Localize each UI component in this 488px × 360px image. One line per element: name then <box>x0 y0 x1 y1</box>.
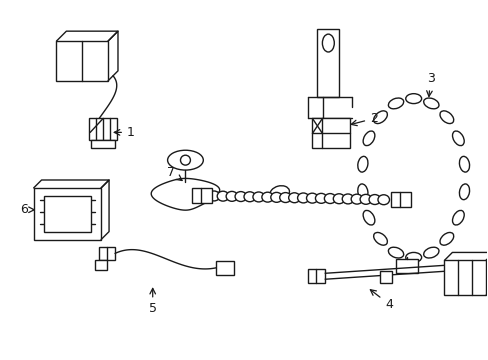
Text: 6: 6 <box>20 203 34 216</box>
Ellipse shape <box>342 194 353 204</box>
Ellipse shape <box>208 191 220 201</box>
Bar <box>390 192 410 207</box>
Bar <box>91 140 115 148</box>
Text: 2: 2 <box>350 112 377 126</box>
Ellipse shape <box>368 194 380 204</box>
Ellipse shape <box>439 233 453 245</box>
Ellipse shape <box>350 194 362 204</box>
Bar <box>192 188 212 203</box>
Ellipse shape <box>252 192 264 202</box>
Ellipse shape <box>269 186 289 200</box>
Ellipse shape <box>451 210 463 225</box>
Ellipse shape <box>235 192 246 202</box>
Ellipse shape <box>167 150 203 170</box>
Ellipse shape <box>357 184 367 200</box>
Bar <box>34 188 101 239</box>
Ellipse shape <box>270 192 282 202</box>
Text: 3: 3 <box>426 72 434 96</box>
Ellipse shape <box>451 131 463 146</box>
Ellipse shape <box>423 247 438 258</box>
Ellipse shape <box>373 233 386 245</box>
Ellipse shape <box>279 193 291 203</box>
Ellipse shape <box>333 194 344 204</box>
Text: 4: 4 <box>369 290 392 311</box>
Bar <box>307 269 325 283</box>
Ellipse shape <box>217 191 228 201</box>
Circle shape <box>180 155 190 165</box>
Bar <box>216 261 234 275</box>
Ellipse shape <box>322 34 334 52</box>
Ellipse shape <box>225 192 237 201</box>
Ellipse shape <box>315 193 326 203</box>
Ellipse shape <box>373 111 386 123</box>
Bar <box>89 118 117 140</box>
Bar <box>312 118 349 148</box>
Ellipse shape <box>459 184 468 200</box>
Ellipse shape <box>377 195 389 205</box>
Ellipse shape <box>405 252 421 262</box>
Bar <box>95 260 107 270</box>
Ellipse shape <box>363 131 374 146</box>
Ellipse shape <box>324 194 335 203</box>
Ellipse shape <box>387 247 403 258</box>
Bar <box>317 29 339 96</box>
Ellipse shape <box>439 111 453 123</box>
Ellipse shape <box>387 98 403 109</box>
Ellipse shape <box>459 156 468 172</box>
Text: 1: 1 <box>114 126 135 139</box>
Ellipse shape <box>244 192 255 202</box>
Bar <box>56 41 108 81</box>
Bar <box>395 260 417 273</box>
Ellipse shape <box>357 156 367 172</box>
Bar <box>43 196 91 231</box>
Ellipse shape <box>297 193 308 203</box>
Ellipse shape <box>423 98 438 109</box>
Ellipse shape <box>405 94 421 104</box>
Ellipse shape <box>288 193 300 203</box>
Text: 7: 7 <box>166 166 182 180</box>
Text: 5: 5 <box>148 288 156 315</box>
Ellipse shape <box>363 210 374 225</box>
Bar <box>99 247 115 260</box>
Ellipse shape <box>262 192 273 202</box>
Bar <box>444 260 485 295</box>
Bar <box>379 271 391 283</box>
Ellipse shape <box>306 193 317 203</box>
Ellipse shape <box>359 194 371 204</box>
